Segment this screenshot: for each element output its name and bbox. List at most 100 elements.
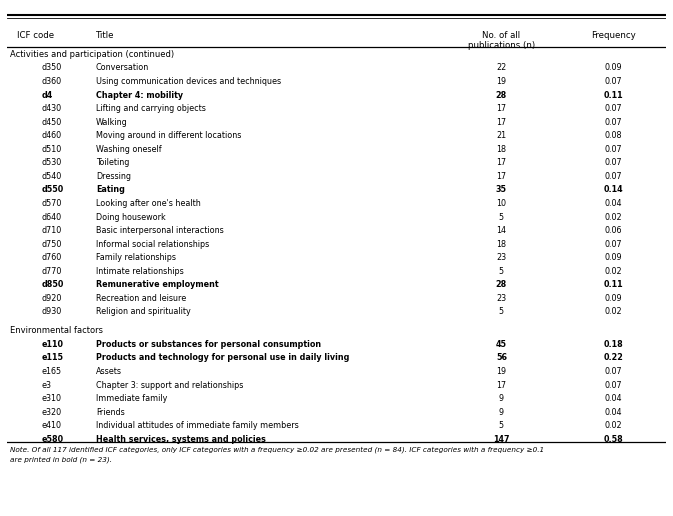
Text: 0.02: 0.02 xyxy=(605,308,623,316)
Text: Products and technology for personal use in daily living: Products and technology for personal use… xyxy=(96,353,349,363)
Text: 19: 19 xyxy=(496,367,507,376)
Text: 0.02: 0.02 xyxy=(605,421,623,430)
Text: 0.04: 0.04 xyxy=(605,408,623,417)
Text: 0.07: 0.07 xyxy=(605,118,623,127)
Text: Washing oneself: Washing oneself xyxy=(96,145,162,154)
Text: 22: 22 xyxy=(496,63,507,72)
Text: Using communication devices and techniques: Using communication devices and techniqu… xyxy=(96,77,281,86)
Text: d460: d460 xyxy=(42,131,62,140)
Text: d750: d750 xyxy=(42,239,62,249)
Text: Lifting and carrying objects: Lifting and carrying objects xyxy=(96,104,206,113)
Text: d760: d760 xyxy=(42,253,62,262)
Text: 28: 28 xyxy=(496,280,507,289)
Text: Immediate family: Immediate family xyxy=(96,394,167,403)
Text: Family relationships: Family relationships xyxy=(96,253,176,262)
Text: 0.04: 0.04 xyxy=(605,199,623,208)
Text: d710: d710 xyxy=(42,226,62,235)
Text: d360: d360 xyxy=(42,77,62,86)
Text: Chapter 3: support and relationships: Chapter 3: support and relationships xyxy=(96,381,243,390)
Text: d930: d930 xyxy=(42,308,62,316)
Text: 0.09: 0.09 xyxy=(605,63,623,72)
Text: 5: 5 xyxy=(499,213,504,221)
Text: 17: 17 xyxy=(496,104,507,113)
Text: Assets: Assets xyxy=(96,367,122,376)
Text: 45: 45 xyxy=(496,340,507,349)
Text: 0.07: 0.07 xyxy=(605,158,623,167)
Text: d450: d450 xyxy=(42,118,62,127)
Text: 0.58: 0.58 xyxy=(604,435,623,444)
Text: 56: 56 xyxy=(496,353,507,363)
Text: e410: e410 xyxy=(42,421,62,430)
Text: e110: e110 xyxy=(42,340,64,349)
Text: 0.07: 0.07 xyxy=(605,104,623,113)
Text: Title: Title xyxy=(96,31,114,40)
Text: Moving around in different locations: Moving around in different locations xyxy=(96,131,241,140)
Text: 17: 17 xyxy=(496,381,507,390)
Text: d530: d530 xyxy=(42,158,62,167)
Text: e3: e3 xyxy=(42,381,52,390)
Text: No. of all
publications (n): No. of all publications (n) xyxy=(468,31,535,51)
Text: d4: d4 xyxy=(42,91,53,100)
Text: 0.09: 0.09 xyxy=(605,294,623,303)
Text: 5: 5 xyxy=(499,267,504,276)
Text: Products or substances for personal consumption: Products or substances for personal cons… xyxy=(96,340,321,349)
Text: 0.11: 0.11 xyxy=(604,91,623,100)
Text: d640: d640 xyxy=(42,213,62,221)
Text: Health services, systems and policies: Health services, systems and policies xyxy=(96,435,266,444)
Text: e165: e165 xyxy=(42,367,62,376)
Text: Basic interpersonal interactions: Basic interpersonal interactions xyxy=(96,226,223,235)
Text: d920: d920 xyxy=(42,294,62,303)
Text: Recreation and leisure: Recreation and leisure xyxy=(96,294,186,303)
Text: Conversation: Conversation xyxy=(96,63,149,72)
Text: 17: 17 xyxy=(496,172,507,181)
Text: 17: 17 xyxy=(496,118,507,127)
Text: 14: 14 xyxy=(497,226,506,235)
Text: 5: 5 xyxy=(499,308,504,316)
Text: 23: 23 xyxy=(496,294,507,303)
Text: Doing housework: Doing housework xyxy=(96,213,166,221)
Text: Remunerative employment: Remunerative employment xyxy=(96,280,219,289)
Text: d350: d350 xyxy=(42,63,62,72)
Text: 0.04: 0.04 xyxy=(605,394,623,403)
Text: 0.07: 0.07 xyxy=(605,239,623,249)
Text: d770: d770 xyxy=(42,267,62,276)
Text: 0.07: 0.07 xyxy=(605,172,623,181)
Text: Chapter 4: mobility: Chapter 4: mobility xyxy=(96,91,183,100)
Text: 18: 18 xyxy=(497,239,506,249)
Text: Informal social relationships: Informal social relationships xyxy=(96,239,209,249)
Text: Frequency: Frequency xyxy=(591,31,636,40)
Text: Looking after one's health: Looking after one's health xyxy=(96,199,201,208)
Text: 0.18: 0.18 xyxy=(604,340,623,349)
Text: d850: d850 xyxy=(42,280,64,289)
Text: 0.07: 0.07 xyxy=(605,381,623,390)
Text: d430: d430 xyxy=(42,104,62,113)
Text: e320: e320 xyxy=(42,408,62,417)
Text: 0.07: 0.07 xyxy=(605,367,623,376)
Text: 0.02: 0.02 xyxy=(605,213,623,221)
Text: 0.07: 0.07 xyxy=(605,145,623,154)
Text: d510: d510 xyxy=(42,145,62,154)
Text: 5: 5 xyxy=(499,421,504,430)
Text: are printed in bold (n = 23).: are printed in bold (n = 23). xyxy=(10,456,112,463)
Text: Intimate relationships: Intimate relationships xyxy=(96,267,184,276)
Text: 19: 19 xyxy=(496,77,507,86)
Text: 0.09: 0.09 xyxy=(605,253,623,262)
Text: Friends: Friends xyxy=(96,408,125,417)
Text: Activities and participation (continued): Activities and participation (continued) xyxy=(10,50,174,59)
Text: 17: 17 xyxy=(496,158,507,167)
Text: d570: d570 xyxy=(42,199,62,208)
Text: 9: 9 xyxy=(499,408,504,417)
Text: 0.11: 0.11 xyxy=(604,280,623,289)
Text: 35: 35 xyxy=(496,185,507,195)
Text: 21: 21 xyxy=(496,131,507,140)
Text: 23: 23 xyxy=(496,253,507,262)
Text: 10: 10 xyxy=(497,199,506,208)
Text: 0.02: 0.02 xyxy=(605,267,623,276)
Text: d550: d550 xyxy=(42,185,64,195)
Text: 18: 18 xyxy=(497,145,506,154)
Text: 0.08: 0.08 xyxy=(605,131,623,140)
Text: Toileting: Toileting xyxy=(96,158,129,167)
Text: e580: e580 xyxy=(42,435,64,444)
Text: 28: 28 xyxy=(496,91,507,100)
Text: e310: e310 xyxy=(42,394,62,403)
